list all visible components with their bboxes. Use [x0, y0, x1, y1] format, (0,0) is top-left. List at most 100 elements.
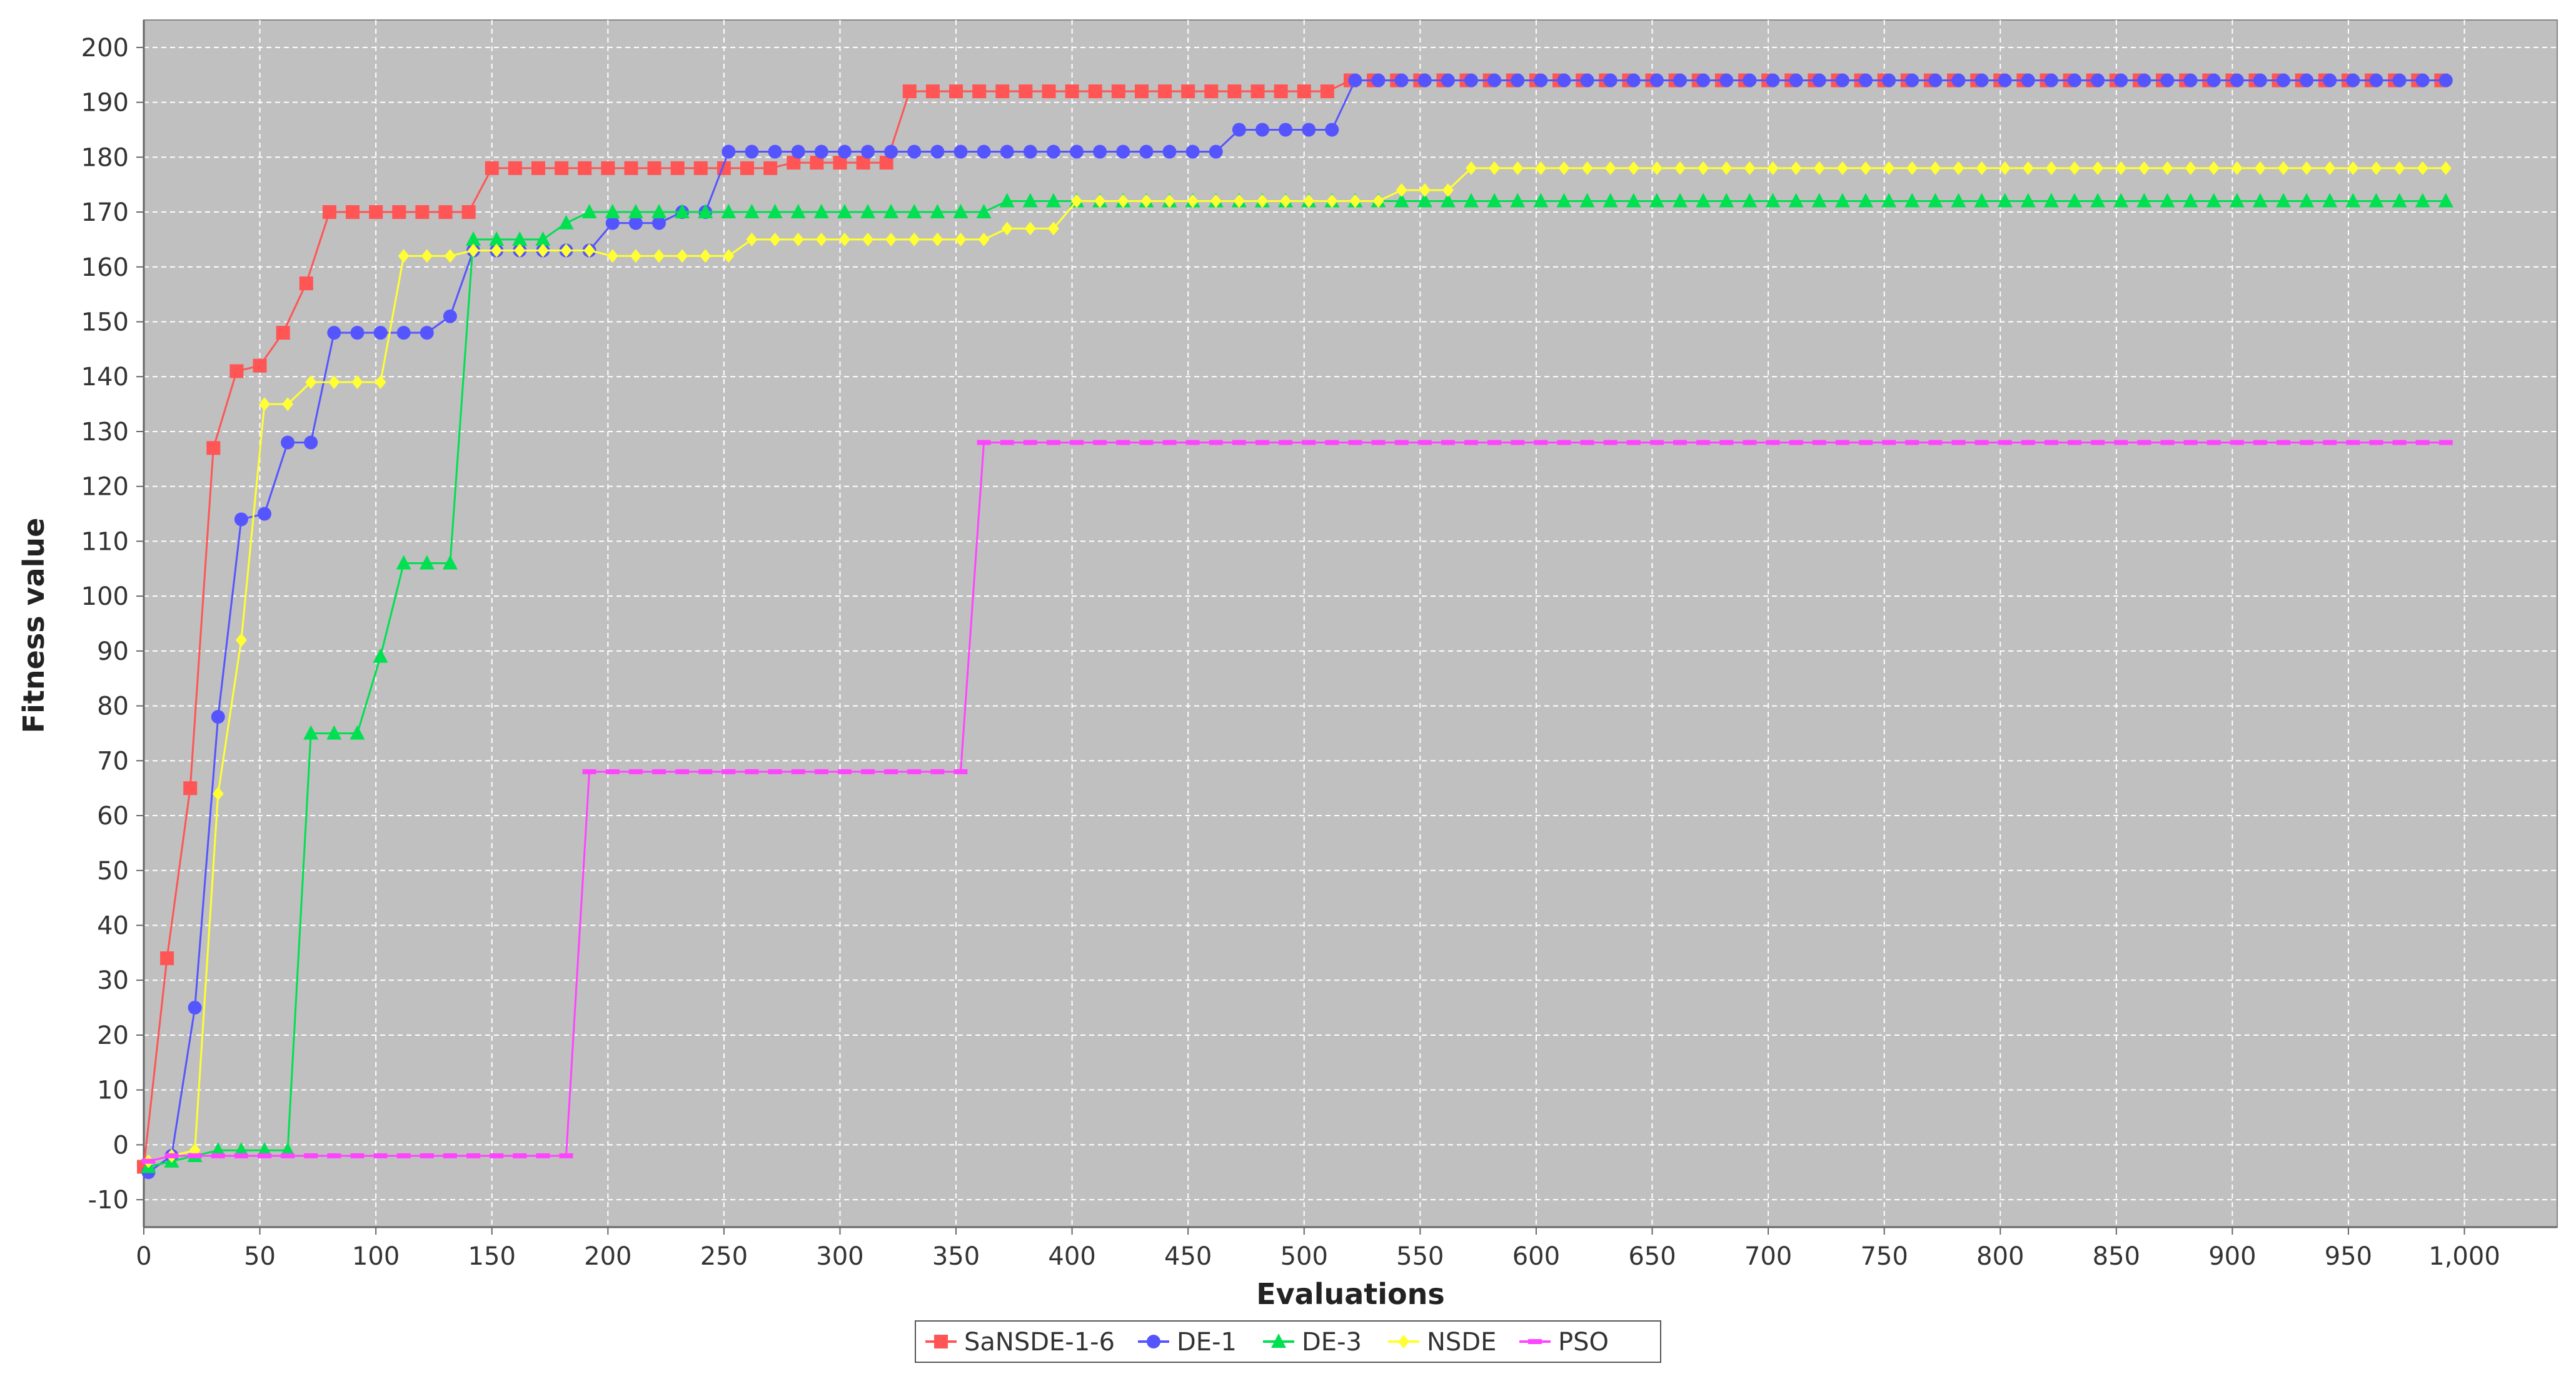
data-point: [833, 156, 847, 170]
data-point: [1649, 193, 1664, 208]
data-point: [1093, 440, 1107, 445]
data-point: [1348, 73, 1362, 88]
data-point: [1139, 144, 1154, 159]
data-point: [1928, 193, 1943, 208]
data-point: [396, 555, 411, 570]
y-tick-label: 120: [81, 473, 129, 502]
data-point: [2114, 73, 2128, 88]
data-point: [740, 161, 754, 175]
data-point: [485, 161, 499, 175]
x-tick-label: 200: [584, 1242, 631, 1271]
data-point: [327, 326, 341, 340]
y-tick-label: 200: [81, 34, 129, 63]
data-point: [977, 440, 991, 445]
data-point: [860, 204, 875, 219]
legend-entry: DE-1: [1138, 1328, 1237, 1357]
data-point: [1836, 161, 1848, 175]
data-point: [558, 215, 574, 230]
data-point: [2276, 193, 2292, 208]
data-point: [972, 84, 987, 99]
data-point: [350, 1153, 365, 1158]
data-point: [1181, 84, 1195, 99]
y-tick-label: 70: [97, 747, 129, 776]
data-point: [605, 216, 620, 230]
data-point: [1512, 161, 1524, 175]
data-point: [1204, 84, 1219, 99]
data-point: [369, 205, 383, 220]
data-point: [210, 1142, 226, 1157]
data-point: [1673, 440, 1688, 445]
x-tick-label: 850: [2093, 1242, 2140, 1271]
data-point: [1464, 73, 1478, 88]
data-point: [1255, 440, 1269, 445]
data-point: [1951, 193, 1966, 208]
data-point: [2206, 440, 2221, 445]
data-point: [1088, 84, 1102, 99]
data-point: [1813, 161, 1825, 175]
data-point: [978, 232, 990, 246]
data-point: [651, 204, 667, 219]
data-point: [1326, 194, 1338, 208]
data-point: [1789, 440, 1803, 445]
data-point: [1974, 193, 1990, 208]
data-point: [1556, 193, 1572, 208]
y-tick-label: 150: [81, 308, 129, 337]
data-point: [1232, 123, 1246, 137]
data-point: [700, 249, 712, 263]
data-point: [930, 144, 945, 159]
data-point: [1371, 440, 1386, 445]
data-point: [1534, 440, 1548, 445]
data-point: [1001, 221, 1013, 236]
data-point: [810, 156, 824, 170]
data-point: [491, 243, 503, 258]
data-point: [605, 769, 620, 774]
data-point: [1951, 440, 1966, 445]
data-point: [698, 204, 713, 219]
data-point: [652, 216, 666, 230]
data-point: [1603, 73, 1618, 88]
data-point: [837, 769, 852, 774]
data-point: [2254, 161, 2266, 175]
data-point: [1093, 144, 1107, 159]
data-point: [624, 161, 638, 175]
data-point: [1396, 183, 1407, 197]
data-point: [1210, 194, 1222, 208]
data-point: [1046, 144, 1060, 159]
data-point: [1834, 193, 1850, 208]
data-point: [1417, 193, 1432, 208]
data-point: [1394, 193, 1409, 208]
data-point: [1071, 194, 1083, 208]
data-point: [2183, 440, 2198, 445]
data-point: [1765, 193, 1781, 208]
data-point: [995, 84, 1010, 99]
data-point: [675, 769, 690, 774]
data-point: [421, 249, 433, 263]
data-point: [1580, 440, 1594, 445]
data-point: [351, 375, 363, 389]
data-point: [1602, 193, 1618, 208]
x-tick-label: 250: [700, 1242, 748, 1271]
data-point: [536, 1153, 550, 1158]
data-point: [884, 769, 898, 774]
data-point: [1023, 440, 1037, 445]
data-point: [396, 1153, 411, 1158]
data-point: [693, 161, 708, 175]
data-point: [2043, 193, 2059, 208]
data-point: [2231, 161, 2243, 175]
data-point: [2277, 73, 2291, 88]
data-point: [420, 1153, 434, 1158]
data-point: [2322, 193, 2338, 208]
data-point: [1042, 84, 1056, 99]
data-point: [346, 205, 360, 220]
data-point: [1858, 193, 1873, 208]
data-point: [419, 555, 435, 570]
data-point: [907, 144, 922, 159]
data-point: [2206, 73, 2221, 88]
data-point: [234, 512, 248, 527]
data-point: [2068, 440, 2081, 445]
data-point: [744, 204, 760, 219]
data-point: [1139, 440, 1154, 445]
x-tick-label: 100: [352, 1242, 400, 1271]
data-point: [837, 144, 852, 159]
data-point: [259, 397, 270, 412]
